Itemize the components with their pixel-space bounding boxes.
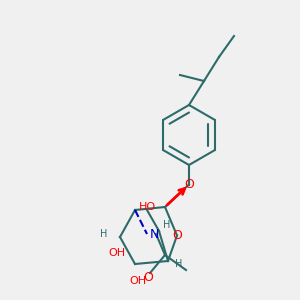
Text: O: O (184, 178, 194, 191)
Text: HO: HO (138, 202, 156, 212)
Text: N: N (150, 227, 159, 241)
Text: H: H (100, 229, 107, 239)
Text: H: H (163, 220, 170, 230)
Text: OH: OH (108, 248, 126, 259)
Text: O: O (172, 229, 182, 242)
Text: H: H (175, 259, 182, 269)
Text: O: O (144, 271, 153, 284)
Text: OH: OH (129, 275, 147, 286)
